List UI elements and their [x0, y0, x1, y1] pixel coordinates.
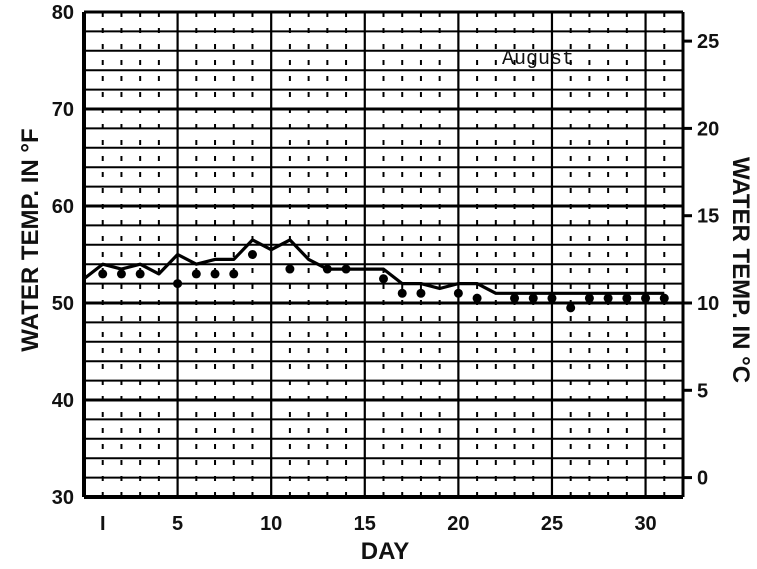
y-tick-label-right: 25: [697, 31, 719, 53]
x-tick-label: 30: [634, 513, 656, 535]
series-point: [341, 264, 351, 274]
x-tick-label: 10: [260, 513, 282, 535]
series-point: [416, 288, 426, 298]
series-point: [584, 293, 594, 303]
x-axis-label: DAY: [361, 538, 409, 565]
series-point: [98, 269, 108, 279]
series-point: [379, 274, 388, 284]
grid: [82, 10, 692, 499]
series-point: [285, 264, 295, 274]
series-point: [566, 303, 576, 313]
y-tick-label-right: 20: [697, 118, 719, 140]
y-axis-label-right: WATER TEMP. IN °C: [727, 157, 754, 383]
series-point: [641, 293, 651, 303]
series-point: [659, 293, 669, 303]
y-tick-label-left: 80: [52, 2, 74, 24]
series-point: [510, 293, 520, 303]
series-point: [116, 269, 126, 279]
series-point: [547, 293, 557, 303]
series-point: [528, 293, 538, 303]
y-axis-label-left: WATER TEMP. IN °F: [17, 128, 44, 351]
series-point: [622, 293, 632, 303]
series-point: [603, 293, 613, 303]
series-point: [173, 279, 183, 289]
month-annotation: August: [502, 48, 574, 71]
series-point: [322, 264, 332, 274]
series-point: [453, 288, 463, 298]
series-point: [472, 293, 482, 303]
tick-labels: I 5 10 15 20 25 30 30 40 50 60 70 80 0 5 10 15 20 25: [52, 2, 720, 535]
y-tick-label-left: 50: [52, 293, 74, 315]
x-tick-label: 15: [354, 513, 376, 535]
x-tick-label: I: [100, 513, 106, 535]
series-point: [247, 250, 257, 259]
series-line: [83, 238, 665, 295]
series-point: [135, 269, 145, 279]
y-tick-label-right: 0: [697, 468, 708, 490]
series-point: [191, 269, 201, 279]
y-tick-label-left: 60: [52, 196, 74, 218]
series-point: [210, 269, 220, 279]
series-point: [397, 288, 407, 298]
x-tick-label: 25: [541, 513, 563, 535]
y-tick-label-left: 40: [52, 390, 74, 412]
plot-series: [83, 238, 669, 313]
series-point: [229, 269, 239, 279]
y-tick-label-left: 30: [52, 487, 74, 509]
y-tick-label-left: 70: [52, 99, 74, 121]
x-tick-label: 20: [447, 513, 469, 535]
y-tick-label-right: 15: [697, 206, 719, 228]
x-tick-label: 5: [172, 513, 183, 535]
y-tick-label-right: 10: [697, 293, 719, 315]
y-tick-label-right: 5: [697, 380, 708, 402]
